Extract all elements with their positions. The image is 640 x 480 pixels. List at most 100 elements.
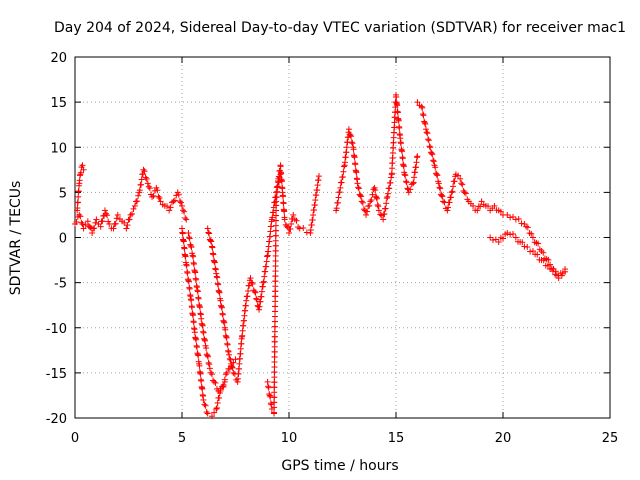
data-point <box>495 239 502 246</box>
data-point-trail <box>396 124 403 131</box>
data-point-trail <box>383 200 390 207</box>
data-point-trail <box>271 389 278 396</box>
data-point-trail <box>201 401 208 408</box>
data-point-trail <box>391 114 398 121</box>
data-point <box>286 229 292 236</box>
data-point-trail <box>214 274 221 281</box>
data-point <box>367 198 374 205</box>
data-point <box>354 180 361 187</box>
data-point-trail <box>180 207 187 214</box>
data-point-trail <box>202 402 209 409</box>
data-point-trail <box>220 382 227 389</box>
data-point-trail <box>383 195 390 202</box>
data-point <box>213 405 220 412</box>
data-point-trail <box>208 238 215 245</box>
data-point-trail <box>524 244 531 251</box>
data-point <box>281 216 288 223</box>
data-point-trail <box>185 278 192 285</box>
data-point-trail <box>197 370 204 377</box>
data-point-trail <box>182 215 189 222</box>
data-point-trail <box>124 222 131 229</box>
y-tick-label: 20 <box>50 51 67 66</box>
data-point-trail <box>272 273 279 280</box>
data-point-trail <box>272 303 279 310</box>
data-point-trail <box>432 164 439 171</box>
data-point <box>206 365 213 372</box>
data-point <box>444 207 451 214</box>
data-point-trail <box>236 360 243 367</box>
data-point-trail <box>269 214 276 221</box>
data-point <box>562 266 569 273</box>
data-point-trail <box>86 224 93 231</box>
data-point-trail <box>181 208 188 215</box>
data-point-trail <box>205 359 212 366</box>
data-point-trail <box>389 149 396 156</box>
data-point-trail <box>135 192 142 199</box>
data-point <box>504 211 511 218</box>
data-point-trail <box>355 185 362 192</box>
data-point <box>529 234 536 241</box>
y-tick-label: 0 <box>59 232 67 247</box>
data-point-trail <box>78 219 85 226</box>
chart-title: Day 204 of 2024, Sidereal Day-to-day VTE… <box>54 20 626 36</box>
data-point-trail <box>177 199 184 206</box>
data-point-trail <box>112 220 119 227</box>
data-point-trail <box>188 304 195 311</box>
data-point-trail <box>272 217 279 224</box>
data-point <box>427 144 434 151</box>
data-point <box>418 103 425 110</box>
y-tick-label: -20 <box>46 412 67 427</box>
data-point-trail <box>372 187 379 194</box>
data-point-trail <box>422 120 429 127</box>
data-point-trail <box>350 146 357 153</box>
data-point-trail <box>188 244 195 251</box>
data-point-trail <box>400 163 407 170</box>
data-point-trail <box>77 213 84 220</box>
data-point-trail <box>211 409 218 416</box>
data-point-trail <box>263 258 270 265</box>
axis-ticks: 0 5 10 15 20 25 -20 -15 -10 -5 0 5 10 15 20 <box>46 51 619 446</box>
data-point-trail <box>141 168 148 175</box>
data-point-trail <box>272 298 279 305</box>
y-tick-label: -10 <box>46 322 67 337</box>
data-point-trail <box>375 203 382 210</box>
data-point-trail <box>283 223 290 230</box>
data-point-trail <box>341 163 348 170</box>
data-point-trail <box>74 199 81 206</box>
data-point-trail <box>249 280 256 287</box>
data-point-trail <box>545 256 552 263</box>
data-point-trail <box>518 220 525 227</box>
data-point <box>247 275 254 282</box>
data-point-trail <box>230 359 237 366</box>
data-point-trail <box>411 174 418 181</box>
data-point-trail <box>336 189 343 196</box>
data-point-trail <box>272 278 279 285</box>
data-point-trail <box>271 318 278 325</box>
data-point-trail <box>194 288 201 295</box>
data-point-trail <box>242 307 249 314</box>
data-point-trail <box>500 235 506 242</box>
data-point-trail <box>420 112 427 119</box>
data-point-trail <box>265 248 272 255</box>
data-point <box>166 207 173 214</box>
data-point-trail <box>228 363 235 370</box>
data-point-trail <box>271 348 278 355</box>
data-point <box>363 211 370 218</box>
data-point <box>448 189 455 196</box>
data-point <box>89 229 96 236</box>
data-point-trail <box>410 179 417 186</box>
data-point-trail <box>272 268 279 275</box>
data-point <box>179 202 185 209</box>
data-point-trail <box>360 206 367 213</box>
data-point-trail <box>265 243 272 250</box>
data-point-trail <box>271 343 278 350</box>
data-point-trail <box>204 353 211 360</box>
data-point-trail <box>199 322 206 329</box>
data-point-trail <box>492 236 499 243</box>
data-point-trail <box>216 289 223 296</box>
data-point-trail <box>180 238 187 245</box>
data-point-trail <box>335 194 342 201</box>
data-point-trail <box>245 288 252 295</box>
data-point-trail <box>150 192 157 199</box>
data-point-trail <box>142 174 149 181</box>
